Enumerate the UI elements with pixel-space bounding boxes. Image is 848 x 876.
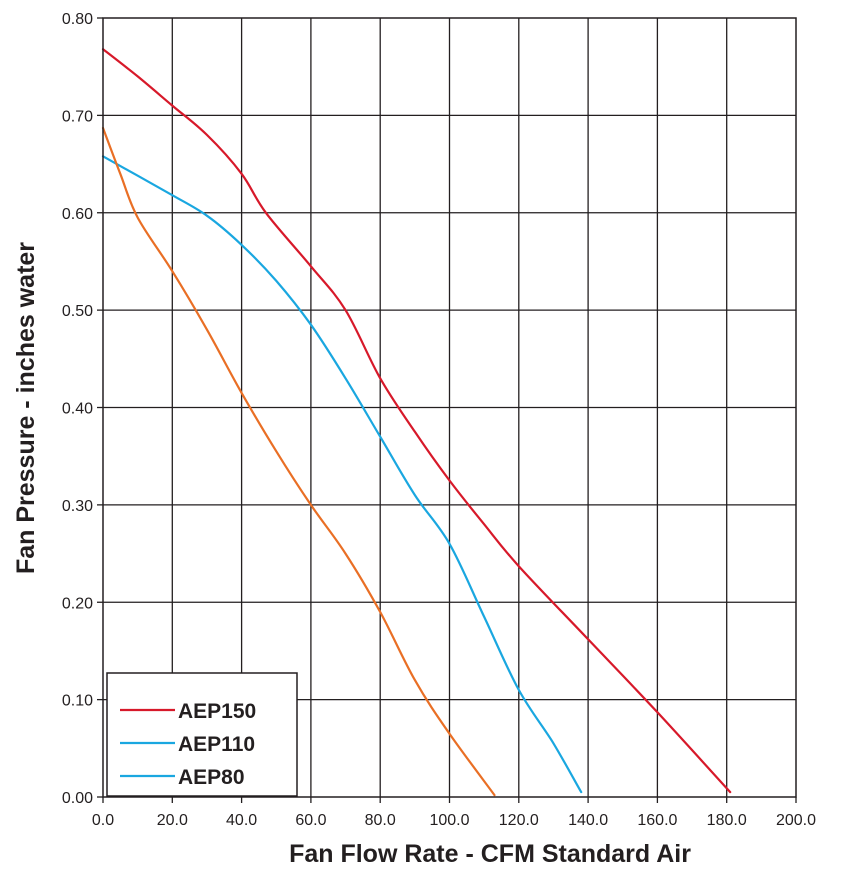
legend: AEP150 AEP110 AEP80 (106, 672, 298, 797)
x-tick-label: 180.0 (707, 812, 747, 829)
series-lines (101, 48, 732, 797)
x-tick-label: 40.0 (226, 812, 257, 829)
grid-lines (103, 18, 796, 797)
x-tick-label: 100.0 (429, 812, 469, 829)
y-axis-title: Fan Pressure - inches water (12, 242, 40, 574)
y-tick-label: 0.10 (62, 693, 93, 710)
y-tick-label: 0.50 (62, 303, 93, 320)
y-axis-ticks: 0.00 0.10 0.20 0.30 0.40 0.50 0.60 0.70 0.80 (62, 11, 103, 807)
y-tick-label: 0.20 (62, 595, 93, 612)
x-tick-label: 140.0 (568, 812, 608, 829)
y-tick-label: 0.70 (62, 108, 93, 125)
y-tick-label: 0.60 (62, 206, 93, 223)
x-tick-label: 80.0 (365, 812, 396, 829)
series-line-aep150 (101, 48, 732, 794)
x-axis-title: Fan Flow Rate - CFM Standard Air (289, 840, 691, 868)
series-line-aep80 (101, 126, 496, 797)
x-tick-label: 20.0 (157, 812, 188, 829)
x-tick-label: 120.0 (499, 812, 539, 829)
x-tick-label: 200.0 (776, 812, 816, 829)
x-tick-label: 160.0 (637, 812, 677, 829)
y-tick-label: 0.30 (62, 498, 93, 515)
y-tick-label: 0.00 (62, 790, 93, 807)
legend-label-aep150: AEP150 (178, 700, 256, 723)
series-line-aep110 (101, 155, 583, 794)
y-tick-label: 0.80 (62, 11, 93, 28)
x-tick-label: 0.0 (92, 812, 114, 829)
x-axis-ticks: 0.0 20.0 40.0 60.0 80.0 100.0 120.0 140.0 160.0 1… (92, 797, 816, 829)
legend-label-aep80: AEP80 (178, 766, 245, 789)
y-tick-label: 0.40 (62, 401, 93, 418)
x-tick-label: 60.0 (295, 812, 326, 829)
legend-label-aep110: AEP110 (178, 733, 255, 756)
